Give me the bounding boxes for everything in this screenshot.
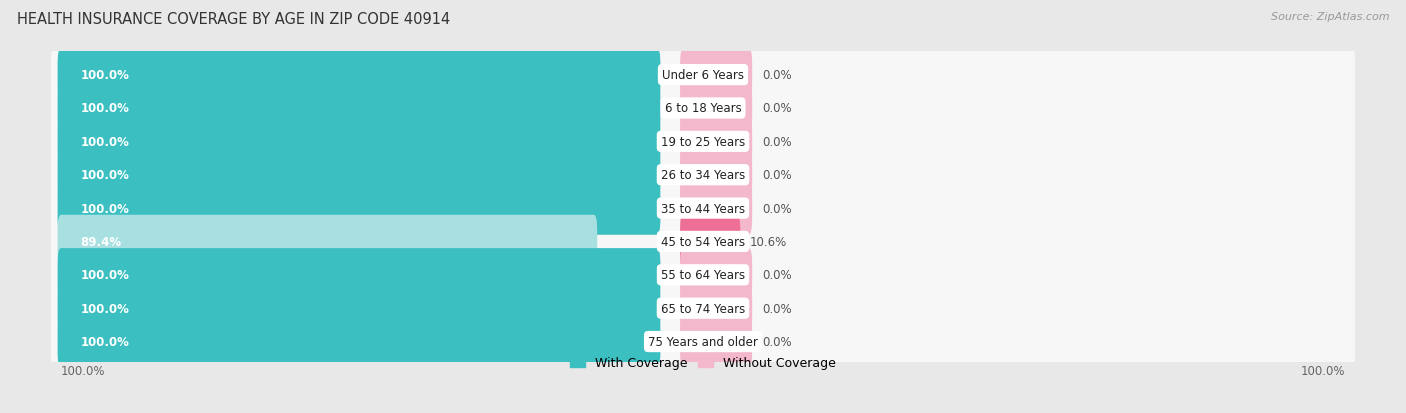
Text: 100.0%: 100.0% [80, 269, 129, 282]
FancyBboxPatch shape [51, 80, 1355, 138]
FancyBboxPatch shape [681, 115, 752, 169]
FancyBboxPatch shape [58, 215, 598, 268]
Text: 100.0%: 100.0% [80, 69, 129, 82]
FancyBboxPatch shape [681, 49, 752, 102]
FancyBboxPatch shape [681, 182, 752, 235]
Text: 100.0%: 100.0% [60, 364, 105, 377]
Text: 55 to 64 Years: 55 to 64 Years [661, 269, 745, 282]
FancyBboxPatch shape [58, 115, 661, 169]
Text: 0.0%: 0.0% [762, 69, 792, 82]
Text: 0.0%: 0.0% [762, 169, 792, 182]
Text: 100.0%: 100.0% [1301, 364, 1346, 377]
FancyBboxPatch shape [681, 82, 752, 135]
FancyBboxPatch shape [51, 114, 1355, 171]
Text: 0.0%: 0.0% [762, 102, 792, 115]
FancyBboxPatch shape [681, 282, 752, 335]
FancyBboxPatch shape [681, 249, 752, 302]
FancyBboxPatch shape [58, 49, 661, 102]
FancyBboxPatch shape [681, 215, 741, 268]
Text: 100.0%: 100.0% [80, 135, 129, 149]
FancyBboxPatch shape [58, 82, 661, 135]
FancyBboxPatch shape [51, 147, 1355, 204]
FancyBboxPatch shape [681, 149, 752, 202]
Text: 100.0%: 100.0% [80, 202, 129, 215]
Text: 45 to 54 Years: 45 to 54 Years [661, 235, 745, 248]
FancyBboxPatch shape [51, 247, 1355, 304]
FancyBboxPatch shape [51, 280, 1355, 337]
FancyBboxPatch shape [51, 313, 1355, 370]
FancyBboxPatch shape [51, 180, 1355, 237]
Text: 100.0%: 100.0% [80, 335, 129, 348]
Text: 100.0%: 100.0% [80, 102, 129, 115]
Text: 75 Years and older: 75 Years and older [648, 335, 758, 348]
FancyBboxPatch shape [681, 315, 752, 368]
Text: 0.0%: 0.0% [762, 302, 792, 315]
Text: 6 to 18 Years: 6 to 18 Years [665, 102, 741, 115]
Legend: With Coverage, Without Coverage: With Coverage, Without Coverage [565, 351, 841, 374]
Text: 0.0%: 0.0% [762, 269, 792, 282]
Text: 100.0%: 100.0% [80, 302, 129, 315]
Text: 26 to 34 Years: 26 to 34 Years [661, 169, 745, 182]
FancyBboxPatch shape [58, 282, 661, 335]
FancyBboxPatch shape [51, 213, 1355, 271]
FancyBboxPatch shape [58, 182, 661, 235]
Text: 0.0%: 0.0% [762, 335, 792, 348]
Text: Under 6 Years: Under 6 Years [662, 69, 744, 82]
Text: 89.4%: 89.4% [80, 235, 122, 248]
Text: 65 to 74 Years: 65 to 74 Years [661, 302, 745, 315]
Text: 35 to 44 Years: 35 to 44 Years [661, 202, 745, 215]
FancyBboxPatch shape [51, 47, 1355, 104]
Text: 0.0%: 0.0% [762, 202, 792, 215]
Text: 0.0%: 0.0% [762, 135, 792, 149]
Text: Source: ZipAtlas.com: Source: ZipAtlas.com [1271, 12, 1389, 22]
FancyBboxPatch shape [58, 249, 661, 302]
FancyBboxPatch shape [58, 315, 661, 368]
Text: 10.6%: 10.6% [751, 235, 787, 248]
Text: 100.0%: 100.0% [80, 169, 129, 182]
Text: HEALTH INSURANCE COVERAGE BY AGE IN ZIP CODE 40914: HEALTH INSURANCE COVERAGE BY AGE IN ZIP … [17, 12, 450, 27]
Text: 19 to 25 Years: 19 to 25 Years [661, 135, 745, 149]
FancyBboxPatch shape [58, 149, 661, 202]
